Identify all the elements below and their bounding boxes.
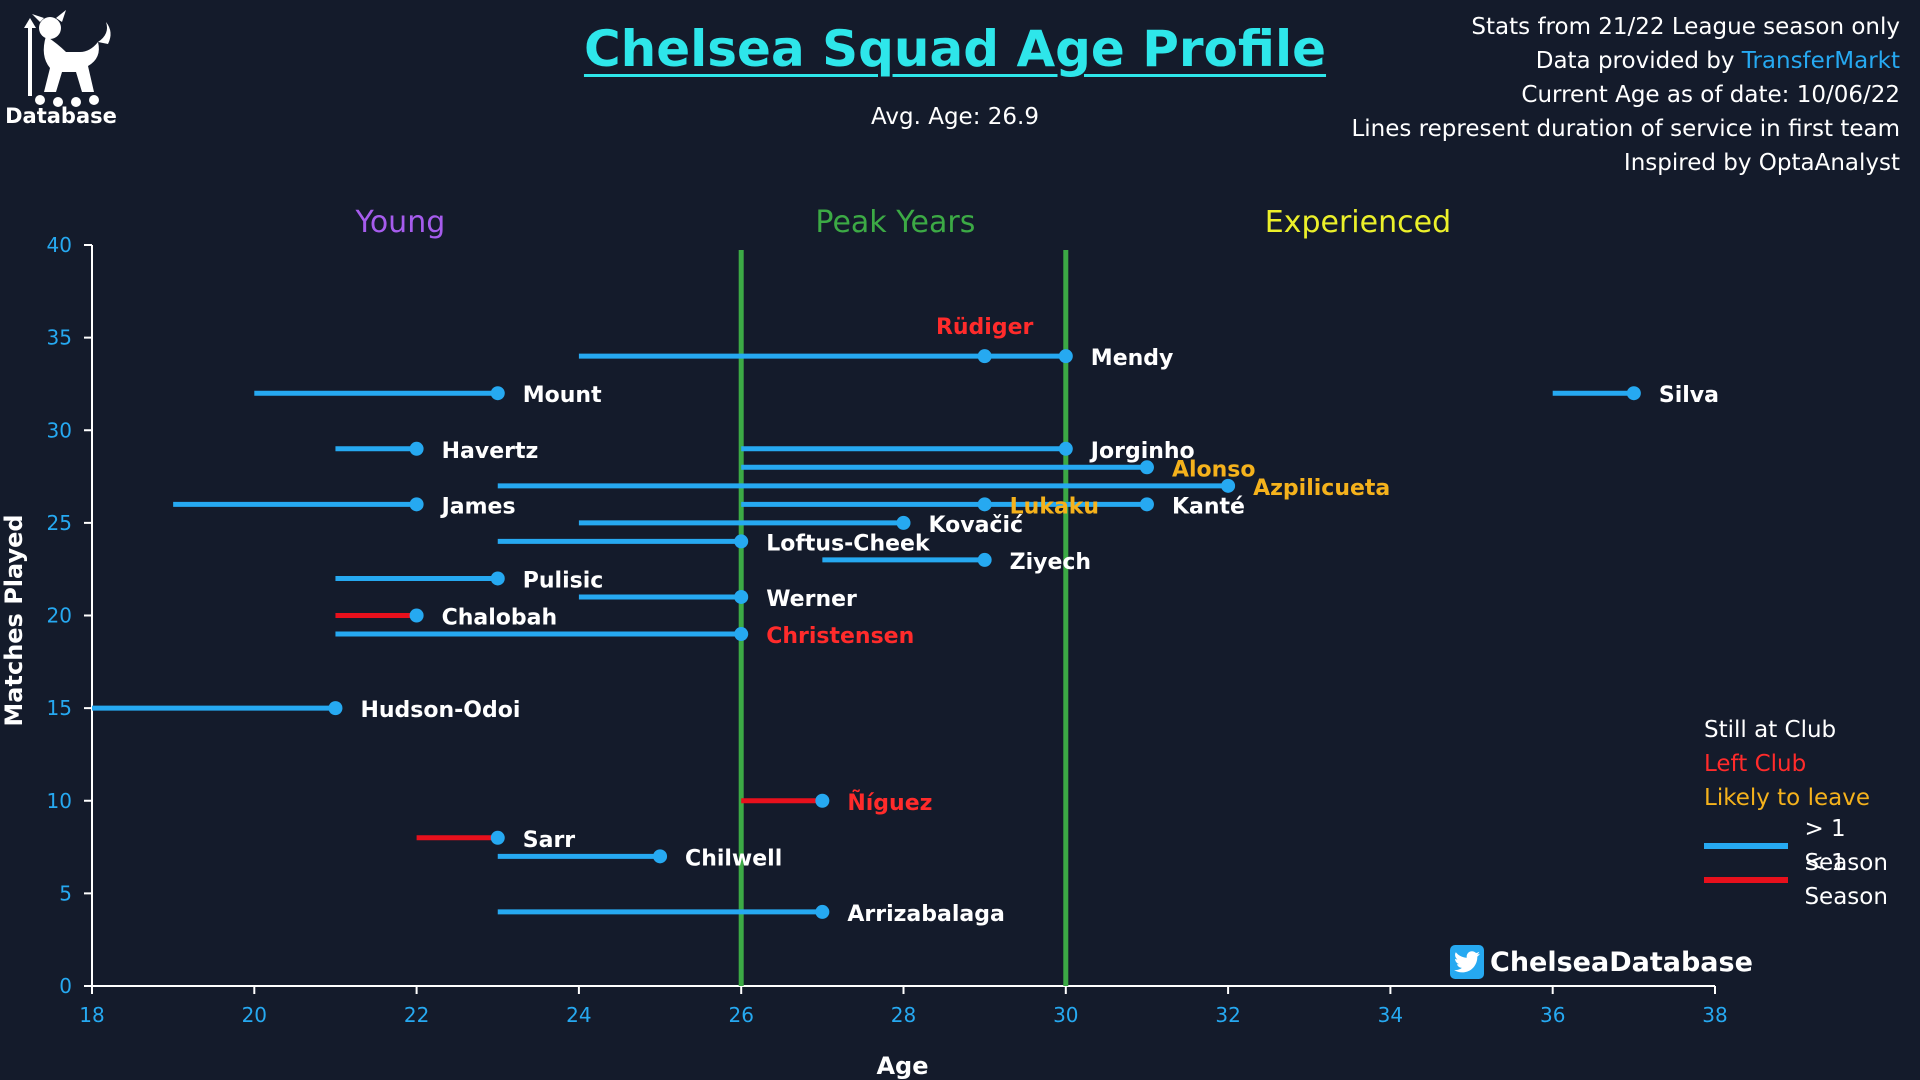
player-point [490,386,505,401]
player-point [977,349,992,364]
note-date: Current Age as of date: 10/06/22 [1521,82,1900,108]
player-label: Havertz [442,439,539,464]
player-point [1058,349,1073,364]
player-label: Mount [523,383,602,408]
legend-likely: Likely to leave [1704,785,1870,811]
x-tick-label: 32 [1215,1003,1240,1027]
legend-long-label: > 1 Season [1804,816,1888,876]
legend-short: < 1 Season [1704,850,1904,910]
x-tick-label: 36 [1540,1003,1565,1027]
player-point [409,441,424,456]
x-tick-label: 18 [79,1003,104,1027]
y-tick-label: 25 [47,511,72,535]
zone-label: Young [354,205,445,240]
player-label: Hudson-Odoi [360,698,520,723]
twitter-handle: ChelseaDatabase [1490,946,1753,978]
player-label: Rüdiger [936,315,1034,340]
player-label: Pulisic [523,568,604,593]
x-tick-label: 38 [1702,1003,1727,1027]
player-label: James [440,494,516,519]
player-point [1221,478,1236,493]
player-label: Jorginho [1089,439,1195,464]
x-tick-label: 24 [566,1003,591,1027]
legend-short-label: < 1 Season [1804,850,1888,910]
legend-long-swatch [1704,843,1789,849]
legend-long: > 1 Season [1704,816,1904,876]
player-label: Christensen [766,624,914,649]
y-tick-label: 30 [47,418,72,442]
legend: Still at Club Left Club Likely to leave … [1704,713,1904,910]
y-tick-label: 0 [59,974,72,998]
y-tick-label: 10 [47,789,72,813]
x-axis-title: Age [876,1052,928,1080]
note-inspired: Inspired by OptaAnalyst [1623,150,1900,176]
player-point [896,515,911,530]
note-source: Data provided by TransferMarkt [1351,44,1900,78]
player-label: Lukaku [1010,494,1099,519]
y-axis-title: Matches Played [0,514,28,726]
x-tick-label: 20 [242,1003,267,1027]
player-point [977,497,992,512]
player-label: Silva [1659,383,1719,408]
note-source-prefix: Data provided by [1535,48,1742,74]
note-lines: Lines represent duration of service in f… [1351,116,1900,142]
lion-crest-icon [24,10,111,107]
y-tick-label: 40 [47,233,72,257]
player-point [653,849,668,864]
legend-still: Still at Club [1704,717,1837,743]
player-point [409,497,424,512]
player-point [1139,460,1154,475]
player-point [734,589,749,604]
y-tick-label: 35 [47,326,72,350]
player-point [815,904,830,919]
player-label: Sarr [523,828,576,853]
player-label: Kanté [1172,494,1245,519]
x-tick-label: 34 [1378,1003,1403,1027]
player-point [1139,497,1154,512]
player-label: Ñíguez [847,790,932,816]
player-point [1058,441,1073,456]
player-label: Chilwell [685,846,782,871]
player-point [815,793,830,808]
player-label: Chalobah [442,606,558,631]
transfermarkt-link[interactable]: TransferMarkt [1741,48,1900,74]
zone-label: Experienced [1265,205,1451,240]
x-tick-label: 22 [404,1003,429,1027]
player-point [734,627,749,642]
x-tick-label: 26 [728,1003,753,1027]
legend-left: Left Club [1704,751,1807,777]
info-notes: Stats from 21/22 League season only Data… [1351,10,1900,180]
player-point [490,571,505,586]
player-label: Alonso [1172,457,1256,482]
player-label: Werner [766,587,857,612]
player-point [1626,386,1641,401]
player-point [734,534,749,549]
player-point [490,830,505,845]
x-tick-label: 30 [1053,1003,1078,1027]
y-tick-label: 20 [47,604,72,628]
chart-title: Chelsea Squad Age Profile [583,20,1327,78]
chart-subtitle: Avg. Age: 26.9 [871,104,1039,130]
player-label: Azpilicueta [1253,476,1390,501]
zone-label: Peak Years [815,205,975,240]
player-point [977,552,992,567]
player-label: Kovačić [929,513,1024,538]
player-label: Mendy [1091,346,1174,371]
logo-text: Database [5,104,117,128]
twitter-icon [1450,945,1484,979]
note-season: Stats from 21/22 League season only [1471,14,1900,40]
player-point [409,608,424,623]
y-tick-label: 5 [59,881,72,905]
twitter-credit[interactable]: ChelseaDatabase [1450,942,1753,982]
legend-short-swatch [1704,877,1789,883]
player-label: Loftus-Cheek [766,531,931,556]
player-label: Arrizabalaga [847,902,1005,927]
x-tick-label: 28 [891,1003,916,1027]
y-tick-label: 15 [47,696,72,720]
player-label: Ziyech [1010,550,1091,575]
player-point [328,701,343,716]
